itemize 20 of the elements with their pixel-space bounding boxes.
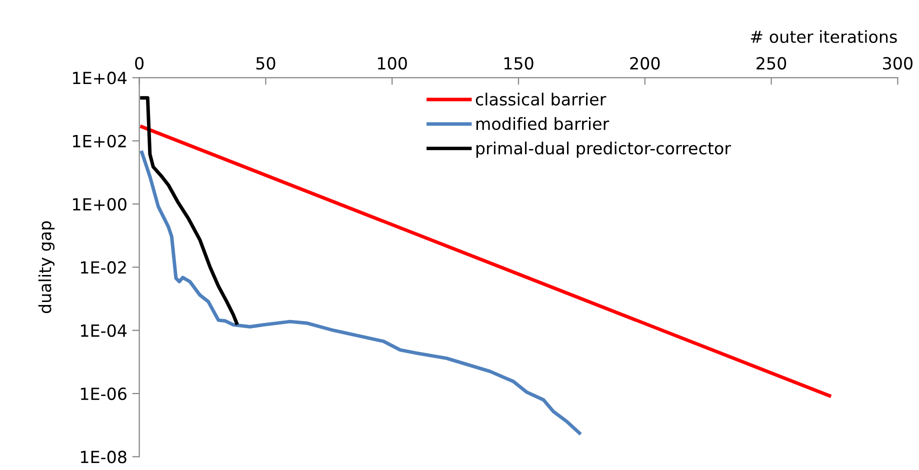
y-tick-label: 1E-04 [80, 324, 127, 337]
y-tick-label: 1E+04 [73, 72, 127, 84]
y-tick-label: 1E-02 [80, 261, 126, 274]
y-tick-label: 1E-06 [80, 387, 126, 400]
x-tick-label: 150 [504, 56, 534, 70]
x-tick-label: 0 [135, 56, 144, 70]
legend-label: classical barrier [476, 92, 606, 106]
line-series [140, 96, 238, 325]
x-tick-label: 300 [883, 56, 912, 70]
x-tick-label: 200 [630, 56, 660, 70]
legend-label: primal-dual predictor-corrector [476, 142, 732, 158]
y-axis-title: duality gap [38, 221, 55, 314]
x-tick-label: 250 [756, 56, 786, 70]
x-tick-label: 50 [256, 56, 276, 70]
y-tick-label: 1E+02 [73, 134, 126, 148]
y-tick-label: 1E-08 [80, 450, 126, 464]
y-tick-label: 1E+00 [73, 198, 126, 211]
x-axis-title: # outer iterations [750, 30, 897, 44]
x-tick-label: 100 [378, 56, 407, 70]
legend-label: modified barrier [476, 117, 610, 130]
